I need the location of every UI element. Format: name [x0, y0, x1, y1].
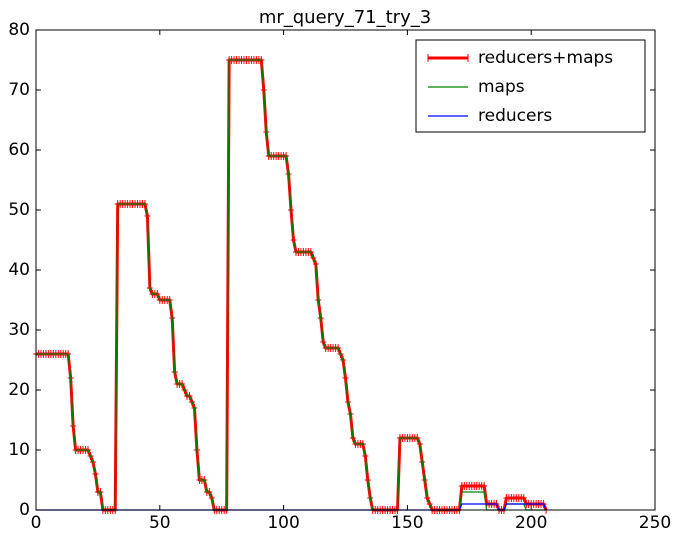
y-tick-label: 70 — [8, 80, 30, 100]
y-tick-label: 40 — [8, 260, 30, 280]
y-tick-label: 50 — [8, 200, 30, 220]
chart-title: mr_query_71_try_3 — [259, 7, 431, 28]
x-tick-label: 0 — [31, 513, 42, 533]
y-tick-label: 60 — [8, 140, 30, 160]
y-tick-label: 0 — [19, 500, 30, 520]
x-tick-label: 150 — [391, 513, 423, 533]
legend-label: reducers — [478, 106, 552, 126]
y-tick-label: 10 — [8, 440, 30, 460]
marker — [520, 494, 527, 502]
marker — [481, 482, 488, 490]
y-tick-label: 80 — [8, 20, 30, 40]
legend-label: reducers+maps — [478, 48, 613, 68]
x-tick-label: 100 — [267, 513, 299, 533]
y-tick-label: 20 — [8, 380, 30, 400]
x-tick-label: 200 — [515, 513, 547, 533]
y-tick-label: 30 — [8, 320, 30, 340]
plot-frame — [35, 29, 656, 511]
legend-label: maps — [478, 77, 525, 97]
legend-box — [415, 39, 646, 133]
x-tick-label: 50 — [149, 513, 171, 533]
series-line — [36, 59, 547, 511]
x-tick-label: 250 — [639, 513, 671, 533]
